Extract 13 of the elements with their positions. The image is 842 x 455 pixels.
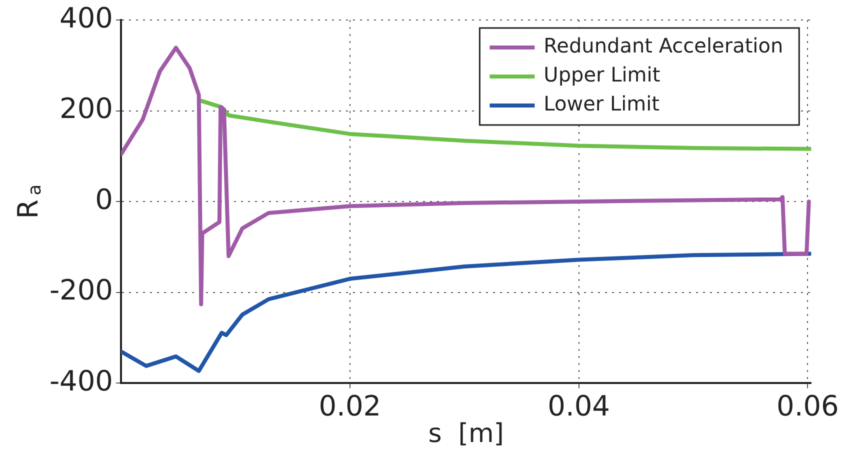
y-tick-label: -200: [49, 274, 113, 307]
y-tick-label: -400: [49, 364, 113, 398]
x-tick-label: 0.02: [318, 389, 382, 422]
x-tick-label: 0.06: [776, 389, 839, 422]
legend-label: Lower Limit: [544, 92, 660, 116]
y-tick-label: 400: [60, 1, 113, 34]
y-tick-label: 200: [60, 92, 113, 126]
x-axis-title: s [m]: [428, 419, 504, 450]
y-tick-label: 0: [95, 182, 113, 216]
legend-label: Redundant Acceleration: [544, 34, 784, 58]
legend-label: Upper Limit: [544, 62, 660, 87]
y-axis-title: Ra: [11, 184, 46, 219]
x-tick-label: 0.04: [548, 389, 610, 422]
